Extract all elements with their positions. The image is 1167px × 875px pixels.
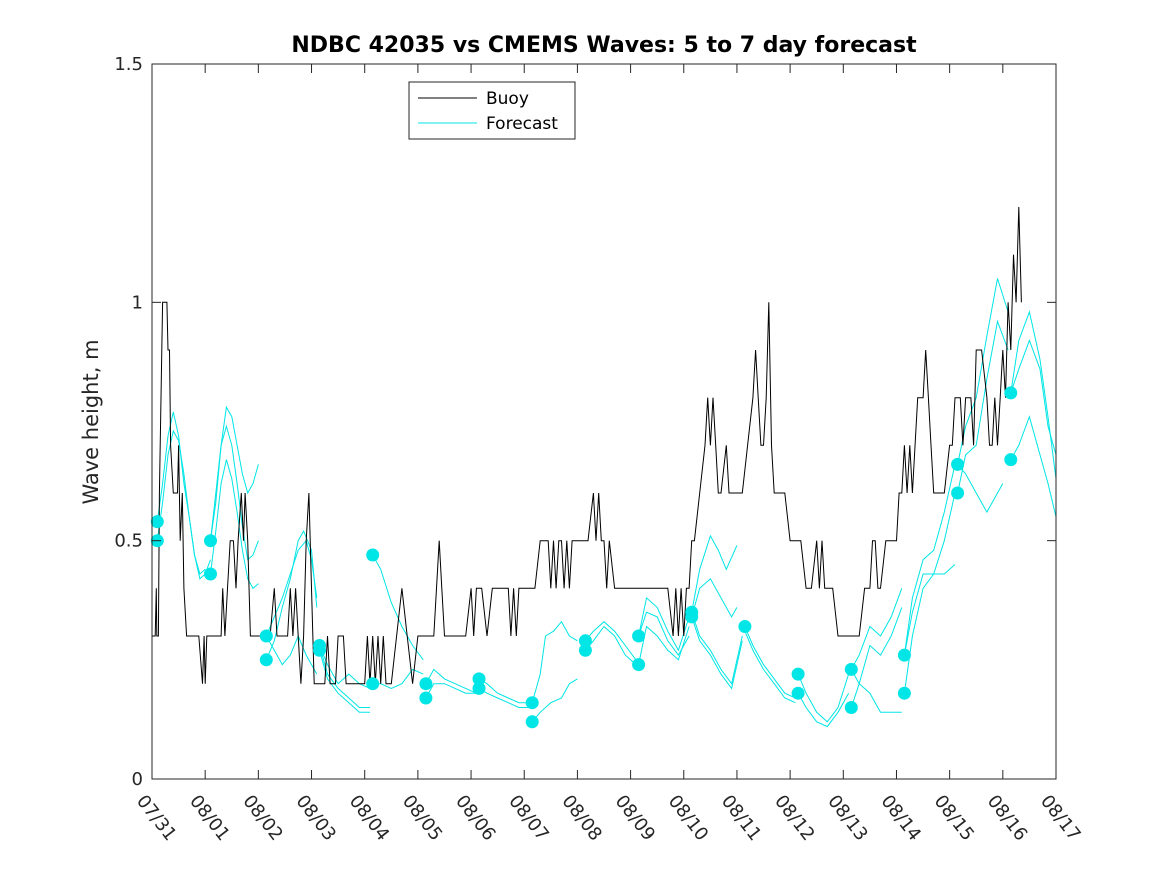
- forecast-line-30: [797, 673, 850, 723]
- forecast-line-35: [903, 464, 956, 656]
- legend: Buoy Forecast: [408, 81, 576, 140]
- forecast-line-20: [585, 625, 637, 665]
- forecast-line-33: [850, 607, 903, 708]
- legend-box: [408, 81, 576, 140]
- forecast-line-34: [850, 669, 902, 713]
- forecast-line-43: [1010, 310, 1057, 479]
- forecast-marker-30: [951, 486, 965, 500]
- forecast-marker-32: [1004, 453, 1018, 467]
- forecast-line-3: [210, 459, 259, 590]
- y-tick-label: 1.5: [114, 54, 143, 75]
- forecast-line-42: [1010, 415, 1057, 517]
- forecast-line-41: [1010, 339, 1057, 456]
- forecast-marker-26: [844, 701, 858, 714]
- forecast-marker-4: [259, 629, 273, 643]
- forecast-marker-10: [419, 677, 433, 691]
- forecast-marker-3: [204, 567, 217, 581]
- forecast-line-26: [691, 612, 743, 685]
- legend-forecast-label: Forecast: [486, 114, 558, 134]
- forecast-marker-2: [204, 534, 217, 548]
- forecast-marker-7: [313, 643, 326, 657]
- forecast-line-27: [691, 616, 743, 690]
- forecast-line-28: [744, 626, 796, 699]
- forecast-marker-24: [791, 686, 805, 700]
- forecast-line-18: [531, 678, 578, 723]
- axes-box: [151, 63, 1057, 780]
- forecast-marker-11: [419, 691, 433, 705]
- forecast-marker-5: [259, 653, 273, 667]
- forecast-line-36: [903, 564, 956, 694]
- forecast-line-8: [319, 645, 370, 708]
- forecast-line-39: [957, 319, 1009, 494]
- forecast-line-32: [850, 588, 903, 670]
- forecast-marker-12: [472, 672, 486, 686]
- forecast-marker-28: [897, 686, 911, 700]
- forecast-marker-31: [1004, 386, 1018, 400]
- forecast-line-23: [638, 596, 690, 652]
- forecast-line-29: [744, 631, 796, 704]
- forecast-line-9: [319, 650, 370, 713]
- forecast-marker-18: [632, 629, 646, 643]
- forecast-line-24: [691, 534, 738, 613]
- forecast-line-14: [425, 683, 477, 699]
- plot-area: [152, 64, 1056, 779]
- forecast-marker-14: [525, 696, 539, 710]
- forecast-marker-13: [472, 681, 486, 695]
- forecast-line-19: [585, 621, 637, 661]
- forecast-line-25: [691, 578, 738, 618]
- forecast-marker-29: [951, 457, 965, 471]
- forecast-line-13: [425, 668, 477, 694]
- forecast-marker-22: [738, 620, 752, 633]
- forecast-line-31: [797, 692, 850, 728]
- forecast-line-4: [210, 405, 259, 541]
- forecast-line-16: [478, 687, 530, 708]
- forecast-line-11: [372, 554, 424, 661]
- buoy-line: [152, 206, 1022, 685]
- forecast-marker-21: [685, 610, 699, 624]
- forecast-line-22: [638, 625, 690, 665]
- forecast-marker-19: [632, 658, 646, 672]
- forecast-line-17: [531, 620, 578, 703]
- forecast-line-15: [478, 678, 530, 704]
- chart-title: NDBC 42035 vs CMEMS Waves: 5 to 7 day fo…: [291, 33, 917, 58]
- forecast-marker-9: [366, 677, 380, 691]
- y-axis-label: Wave height, m: [79, 339, 103, 504]
- y-tick-label: 1: [132, 292, 143, 313]
- forecast-line-7: [265, 634, 318, 675]
- forecast-line-38: [957, 278, 1009, 465]
- forecast-marker-15: [525, 715, 539, 729]
- forecast-line-21: [638, 611, 690, 657]
- forecast-line-1: [156, 429, 211, 580]
- y-tick-label: 0: [132, 769, 143, 790]
- y-tick-label: 0.5: [114, 531, 143, 552]
- series-layer: [150, 206, 1057, 729]
- forecast-marker-17: [578, 643, 592, 657]
- forecast-marker-27: [897, 648, 911, 662]
- forecast-marker-25: [844, 662, 858, 676]
- forecast-line-40: [957, 464, 1004, 514]
- legend-buoy-label: Buoy: [486, 89, 529, 109]
- forecast-marker-8: [366, 548, 380, 562]
- forecast-marker-0: [150, 515, 164, 529]
- forecast-marker-23: [791, 667, 805, 681]
- forecast-marker-16: [578, 634, 592, 648]
- forecast-line-37: [903, 492, 956, 656]
